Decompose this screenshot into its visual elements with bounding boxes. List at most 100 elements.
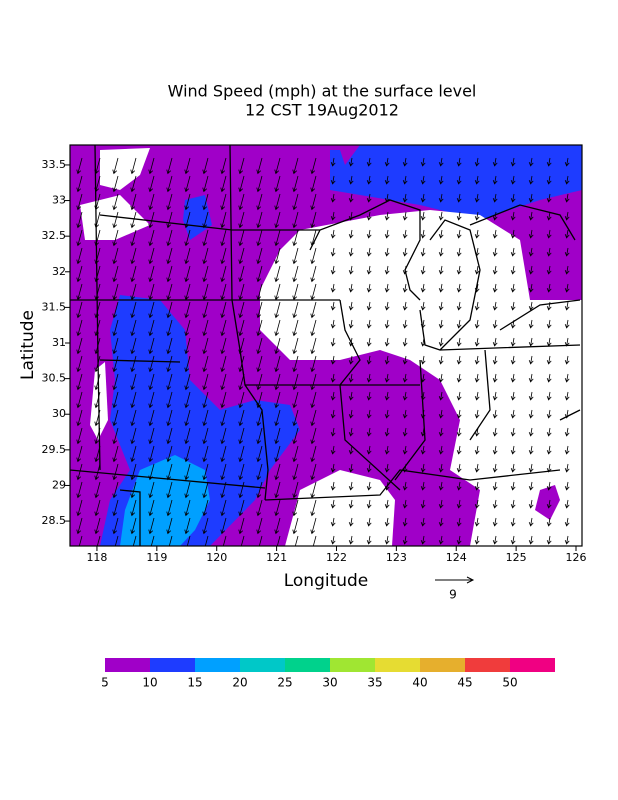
wind-arrow [274, 157, 281, 175]
wind-arrow [456, 355, 462, 365]
colorbar-label: 50 [502, 676, 517, 690]
wind-arrow [438, 391, 444, 401]
wind-arrow [528, 463, 534, 473]
wind-arrow [130, 517, 137, 535]
wind-arrow [184, 175, 191, 193]
wind-arrow [292, 499, 299, 517]
wind-arrow [402, 409, 408, 419]
wind-arrow [384, 355, 390, 365]
wind-arrow [148, 409, 155, 427]
wind-arrow [310, 157, 317, 175]
wind-arrow [112, 409, 119, 427]
wind-arrow [420, 445, 426, 455]
wind-arrow [438, 373, 444, 383]
wind-arrow [420, 283, 426, 293]
wind-arrow [492, 229, 498, 239]
wind-arrow [220, 211, 227, 229]
wind-arrow [148, 157, 155, 175]
wind-arrow [510, 337, 516, 347]
wind-arrow [546, 175, 552, 185]
wind-arrow [148, 445, 155, 463]
wind-arrow [348, 229, 354, 239]
wind-arrow [184, 499, 191, 517]
wind-arrow [348, 517, 354, 527]
wind-arrow [238, 499, 245, 517]
wind-arrow [564, 229, 570, 239]
colorbar-label: 40 [412, 676, 427, 690]
wind-arrow [202, 193, 209, 211]
wind-arrow [310, 445, 317, 463]
wind-arrow [366, 409, 372, 419]
wind-arrow [166, 445, 173, 463]
wind-arrow [456, 301, 462, 311]
wind-arrow [402, 445, 408, 455]
wind-arrow [310, 337, 317, 355]
wind-arrow [384, 247, 390, 257]
wind-arrow [384, 157, 390, 167]
wind-arrow [130, 301, 137, 319]
wind-arrow [564, 157, 570, 167]
wind-arrow [366, 373, 372, 383]
wind-arrow [492, 319, 498, 329]
wind-arrow [76, 499, 83, 517]
wind-arrow [292, 409, 299, 427]
wind-arrow [76, 481, 83, 499]
wind-arrow [166, 211, 173, 229]
wind-arrow [420, 193, 426, 203]
wind-arrow [310, 193, 317, 211]
wind-arrow [528, 283, 534, 293]
colorbar-box [510, 658, 555, 672]
wind-arrow [492, 409, 498, 419]
wind-arrow [220, 157, 227, 175]
wind-arrow [438, 481, 444, 491]
wind-arrow [510, 247, 516, 257]
wind-arrow [366, 193, 372, 203]
wind-arrow [546, 445, 552, 455]
wind-arrow [292, 427, 299, 445]
wind-arrow [148, 373, 155, 391]
wind-arrow [420, 481, 426, 491]
wind-arrow [402, 427, 408, 437]
wind-arrow [384, 463, 390, 473]
wind-arrow [528, 175, 534, 185]
wind-arrow [256, 301, 263, 319]
reference-label: 9 [449, 588, 457, 602]
shade [330, 145, 582, 220]
wind-arrow [384, 499, 390, 509]
wind-arrow [238, 157, 245, 175]
wind-arrow [546, 409, 552, 419]
wind-arrow [292, 355, 299, 373]
wind-arrow [312, 535, 317, 546]
wind-arrow [148, 193, 155, 211]
wind-arrow [510, 301, 516, 311]
wind-arrow [546, 517, 552, 527]
wind-arrow [310, 265, 317, 283]
wind-arrow [366, 517, 372, 527]
wind-arrow [402, 373, 408, 383]
wind-arrow [510, 265, 516, 275]
wind-arrow [292, 445, 299, 463]
wind-arrow [130, 229, 137, 247]
wind-arrow [384, 409, 390, 419]
wind-arrow [348, 301, 354, 311]
wind-arrow [256, 265, 263, 283]
wind-arrow [366, 355, 372, 365]
wind-arrow [528, 337, 534, 347]
wind-arrow [456, 319, 462, 329]
wind-arrow [310, 409, 317, 427]
wind-arrow [420, 265, 426, 275]
wind-arrow [474, 499, 480, 509]
wind-arrow [402, 283, 408, 293]
wind-arrow [310, 211, 317, 229]
wind-arrow [130, 193, 137, 211]
wind-arrow [310, 517, 317, 535]
wind-arrow [348, 535, 354, 545]
wind-arrow [366, 499, 372, 509]
wind-arrow [510, 283, 516, 293]
wind-arrow [148, 319, 155, 337]
wind-arrow [274, 337, 281, 355]
wind-arrow [184, 445, 191, 463]
wind-arrow [438, 157, 444, 167]
wind-arrow [274, 355, 281, 373]
wind-arrow [402, 211, 408, 221]
